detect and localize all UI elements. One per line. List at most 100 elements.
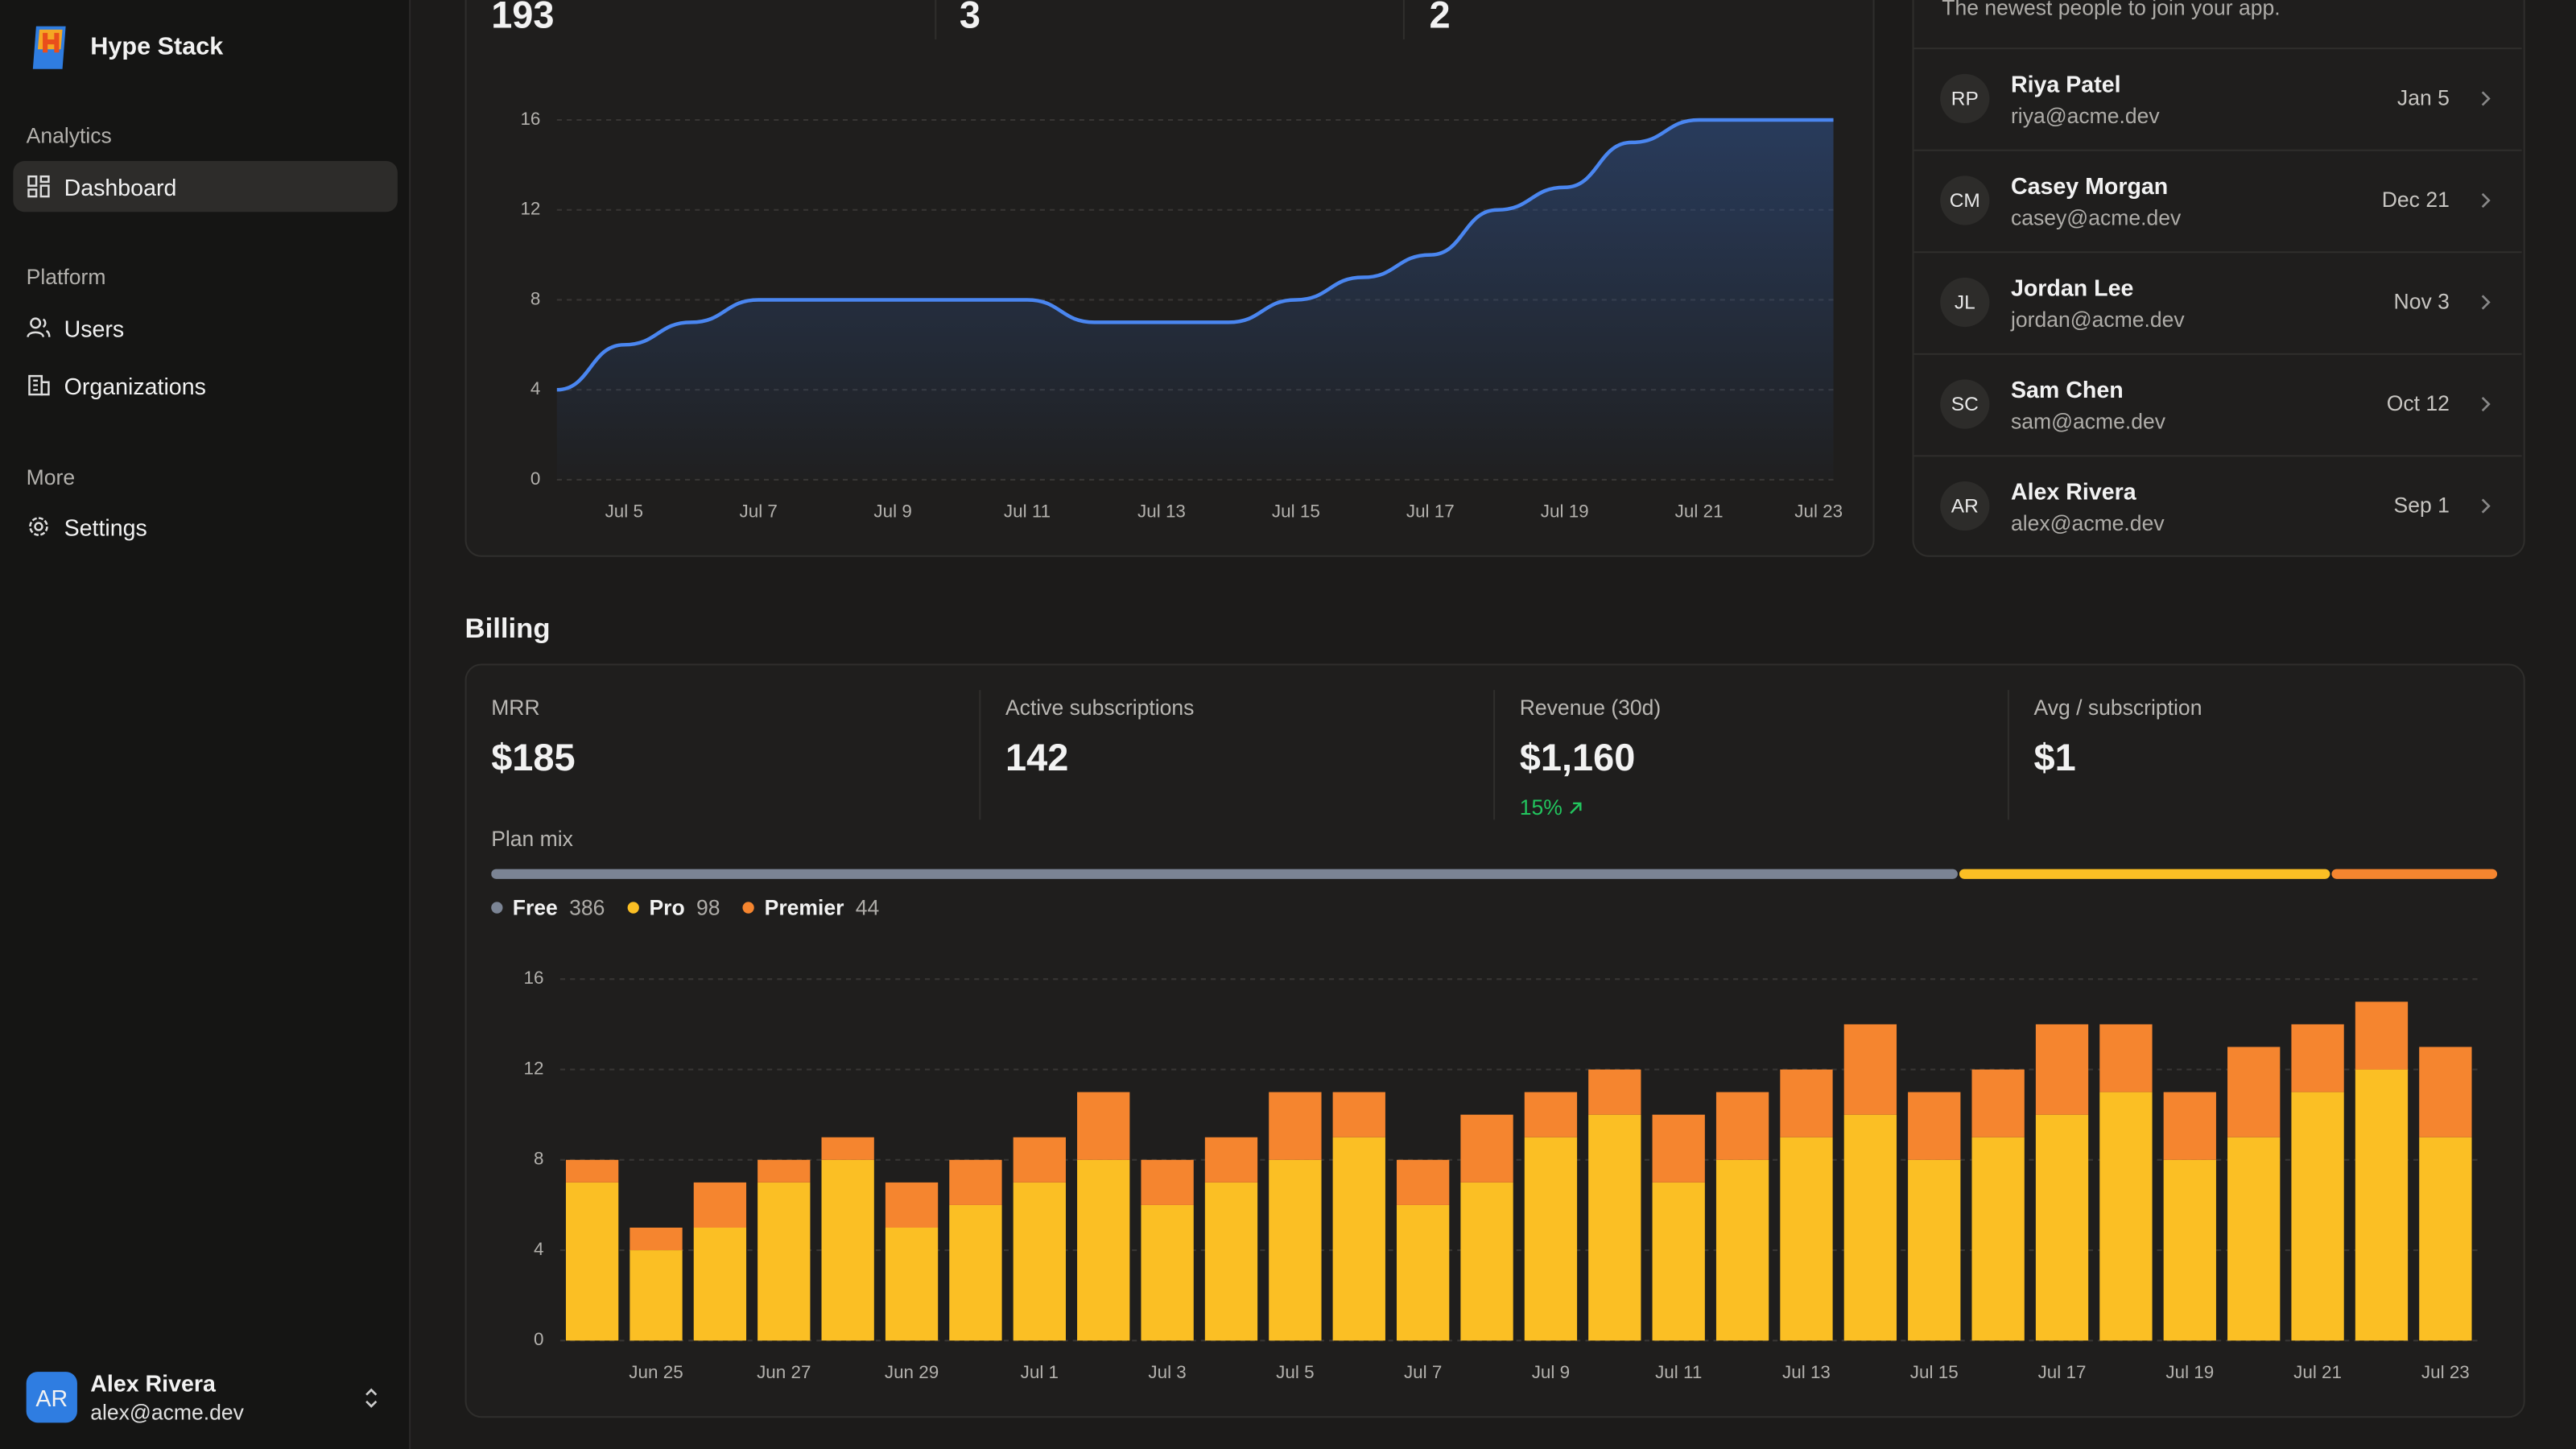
x-tick-label: Jul 1	[1021, 1362, 1059, 1382]
area	[556, 119, 1834, 480]
join-date: Jan 5	[2396, 85, 2450, 110]
join-date: Nov 3	[2393, 289, 2450, 314]
legend-item: Premier 44	[743, 895, 879, 920]
plan-mix-bar	[491, 869, 2498, 879]
icon	[28, 374, 50, 396]
x-tick-label: Jul 17	[1406, 502, 1455, 522]
nav-item[interactable]: Dashboard	[13, 160, 398, 213]
x-tick-label: Jul 5	[605, 502, 643, 522]
card-subtitle: The newest people to join your app.	[1942, 0, 2281, 20]
plan-segment	[2331, 869, 2498, 879]
divider	[979, 690, 981, 820]
bar-segment	[1588, 1069, 1641, 1115]
bar-segment	[821, 1159, 874, 1341]
x-tick-label: Jul 13	[1782, 1362, 1831, 1382]
bar-segment	[1013, 1137, 1066, 1183]
x-tick-label: Jul 9	[1532, 1362, 1570, 1382]
x-tick-label: Jul 11	[1655, 1362, 1702, 1382]
x-tick-label: Jul 15	[1272, 502, 1320, 522]
user-name: Casey Morgan	[2010, 172, 2169, 199]
user-email: alex@acme.dev	[2010, 510, 2165, 536]
sidebar: Hype Stack Analytics Dashboard Platform …	[0, 0, 411, 1449]
user-row[interactable]: AR Alex Rivera alex@acme.dev Sep 1	[1913, 455, 2522, 557]
brand-logo	[32, 26, 66, 69]
change-value: 15%	[1519, 795, 1563, 820]
bar-segment	[2355, 1069, 2409, 1341]
x-tick-label: Jun 25	[629, 1362, 683, 1382]
icon	[27, 317, 51, 337]
user-avatar: CM	[1940, 175, 1990, 225]
bar-segment	[2355, 1001, 2409, 1070]
nav-item[interactable]: Users	[13, 303, 398, 353]
nav-item[interactable]: Organizations	[13, 360, 398, 411]
x-tick-label: Jun 29	[885, 1362, 939, 1382]
section-title: Analytics	[26, 123, 112, 148]
divider	[2007, 690, 2009, 820]
icon	[27, 175, 50, 198]
stat-value: 193	[491, 0, 555, 36]
section-heading: Billing	[464, 613, 551, 644]
bar-segment	[758, 1182, 811, 1341]
bar-segment	[1971, 1069, 2025, 1137]
bar-segment	[821, 1137, 874, 1160]
nav-item[interactable]: Settings	[13, 501, 398, 551]
bar-segment	[1652, 1114, 1705, 1183]
legend-count: 98	[696, 895, 720, 920]
change-badge: 15%	[1519, 795, 1584, 820]
chevron-icon	[2481, 192, 2491, 208]
bar-segment	[2035, 1024, 2089, 1115]
user-row[interactable]: JL Jordan Lee jordan@acme.dev Nov 3	[1913, 251, 2522, 353]
x-tick-label: Jul 21	[1675, 502, 1724, 522]
user-name: Alex Rivera	[2010, 477, 2136, 505]
bar-segment	[1204, 1182, 1258, 1341]
user-avatar: JL	[1940, 277, 1990, 328]
bar-segment	[693, 1182, 747, 1228]
chevron-path	[2481, 192, 2491, 208]
user-avatar: RP	[1940, 73, 1990, 124]
bar-segment	[1524, 1137, 1578, 1341]
user-name: Jordan Lee	[2010, 274, 2134, 301]
nav-label: Users	[64, 314, 125, 341]
legend-dot	[743, 902, 755, 914]
user-row[interactable]: SC Sam Chen sam@acme.dev Oct 12	[1913, 353, 2522, 456]
y-tick-label: 12	[520, 199, 540, 219]
user-row[interactable]: RP Riya Patel riya@acme.dev Jan 5	[1913, 47, 2522, 150]
chevron-icon	[2481, 396, 2491, 412]
divider	[1402, 0, 1405, 39]
legend-item: Free 386	[491, 895, 605, 920]
legend-count: 44	[855, 895, 880, 920]
user-row[interactable]: CM Casey Morgan casey@acme.dev Dec 21	[1913, 149, 2522, 252]
chevron-path	[2481, 295, 2491, 310]
bar-segment	[1524, 1092, 1578, 1137]
bar-segment	[1908, 1092, 1961, 1160]
nav-label: Settings	[64, 513, 147, 540]
new-users-card	[1912, 0, 2525, 557]
x-tick-label: Jul 23	[1794, 502, 1843, 522]
user-name: Riya Patel	[2010, 70, 2121, 97]
chevron-icon	[365, 1388, 378, 1408]
plan-segment	[1959, 869, 2330, 879]
stat-value: 142	[1005, 736, 1069, 779]
arrow-icon	[1570, 801, 1582, 814]
section-title: More	[26, 464, 76, 490]
legend-name: Pro	[649, 895, 685, 920]
bar-segment	[2291, 1024, 2344, 1092]
legend-name: Premier	[764, 895, 844, 920]
join-date: Sep 1	[2393, 493, 2450, 518]
bar-segment	[1269, 1159, 1322, 1341]
bar-segment	[1715, 1159, 1769, 1341]
section-title: Platform	[26, 264, 106, 290]
y-tick-label: 0	[530, 469, 540, 489]
bar-segment	[1013, 1182, 1066, 1341]
x-tick-label: Jul 15	[1910, 1362, 1959, 1382]
bar-chart: 0 4 8 12 16 Jun 25 Jun 27 Jun 29 Jul 1 Jul 3 Jul 5…	[524, 968, 2478, 1382]
bar-segment	[2227, 1046, 2281, 1137]
x-tick-label: Jul 7	[740, 502, 778, 522]
bar-segment	[2291, 1092, 2344, 1341]
plan-mix-title: Plan mix	[491, 826, 573, 852]
user-menu[interactable]: AR Alex Rivera alex@acme.dev	[13, 1357, 398, 1436]
stat-value: 3	[959, 0, 980, 36]
user-avatar: AR	[26, 1372, 77, 1423]
stat-label: Active subscriptions	[1005, 695, 1195, 720]
